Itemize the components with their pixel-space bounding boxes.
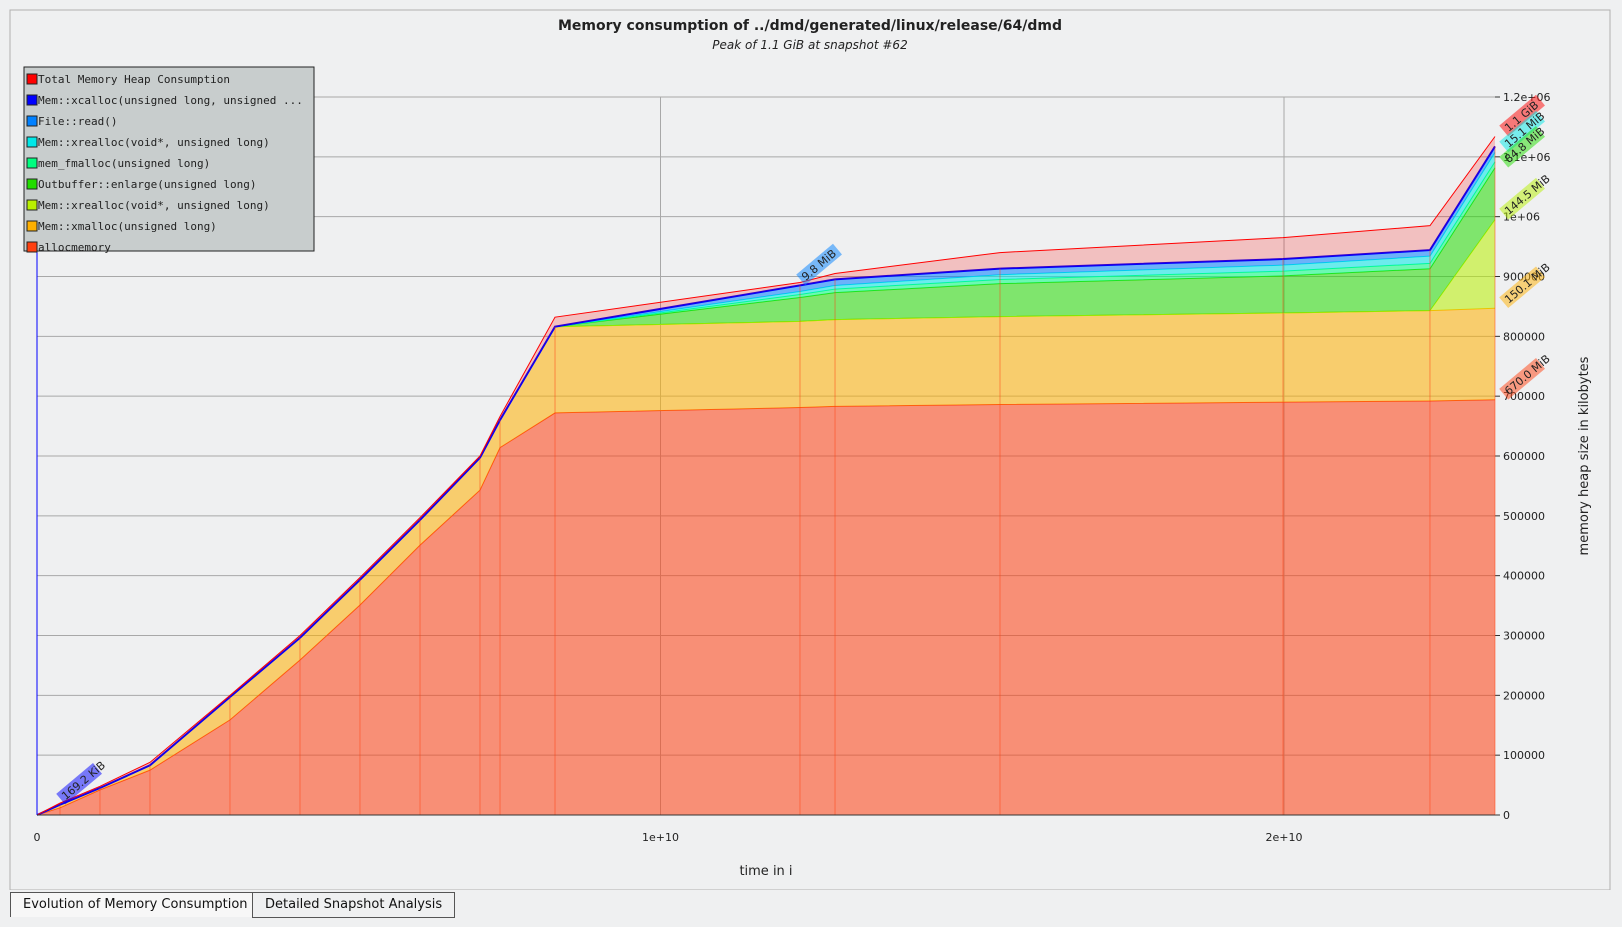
legend-swatch [26,241,38,253]
area [37,399,1495,815]
legend-label: Mem::xrealloc(void*, unsigned long) [38,199,270,212]
annotation-bg [1499,94,1545,137]
legend-swatch [26,136,38,148]
x-tick-label: 0 [34,831,41,844]
y-tick-label: 600000 [1503,450,1545,463]
legend-label: Outbuffer::enlarge(unsigned long) [38,178,257,191]
legend-swatch [26,115,38,127]
x-tick-label: 2e+10 [1266,831,1303,844]
y-axis-title: memory heap size in kilobytes [1577,356,1592,555]
legend-label: Total Memory Heap Consumption [38,73,230,86]
chart-subtitle: Peak of 1.1 GiB at snapshot #62 [712,38,907,52]
y-tick-label: 300000 [1503,630,1545,643]
total-line [36,136,1496,816]
tab[interactable]: Detailed Snapshot Analysis [252,892,456,918]
legend-swatch [26,157,38,169]
legend-swatch [26,199,38,211]
legend-label: Mem::xmalloc(unsigned long) [38,220,217,233]
annotation-bg [796,243,842,286]
y-tick-label: 800000 [1503,330,1545,343]
y-tick-label: 200000 [1503,689,1545,702]
legend-label: File::read() [38,115,117,128]
annotation-bg [1499,110,1545,153]
legend-label: Mem::xrealloc(void*, unsigned long) [38,136,270,149]
legend-swatch [26,73,38,85]
y-tick-label: 100000 [1503,749,1545,762]
annotation-bg [1499,266,1545,309]
annotation-bg [56,762,102,805]
legend-label: Mem::xcalloc(unsigned long, unsigned ... [38,94,303,107]
legend: Total Memory Heap ConsumptionMem::xcallo… [23,66,315,254]
x-tick-label: 1e+10 [642,831,679,844]
legend-label: mem_fmalloc(unsigned long) [38,157,210,170]
chart: Memory consumption of ../dmd/generated/l… [9,9,1611,890]
y-tick-label: 0 [1503,809,1510,822]
x-axis-title: time in i [739,864,792,879]
y-tick-label: 500000 [1503,510,1545,523]
y-tick-label: 1.2e+06 [1503,91,1550,104]
y-tick-label: 400000 [1503,570,1545,583]
annotation-bg [1499,358,1545,400]
annotation-bg [1499,177,1545,220]
annotation-bg [1499,125,1545,168]
chart-title: Memory consumption of ../dmd/generated/l… [558,18,1062,34]
tab[interactable]: Evolution of Memory Consumption [10,892,261,917]
legend-swatch [26,178,38,190]
legend-swatch [26,94,38,106]
legend-label: allocmemory [38,241,111,254]
legend-swatch [26,220,38,232]
area [37,308,1495,815]
legend-box [23,66,315,252]
